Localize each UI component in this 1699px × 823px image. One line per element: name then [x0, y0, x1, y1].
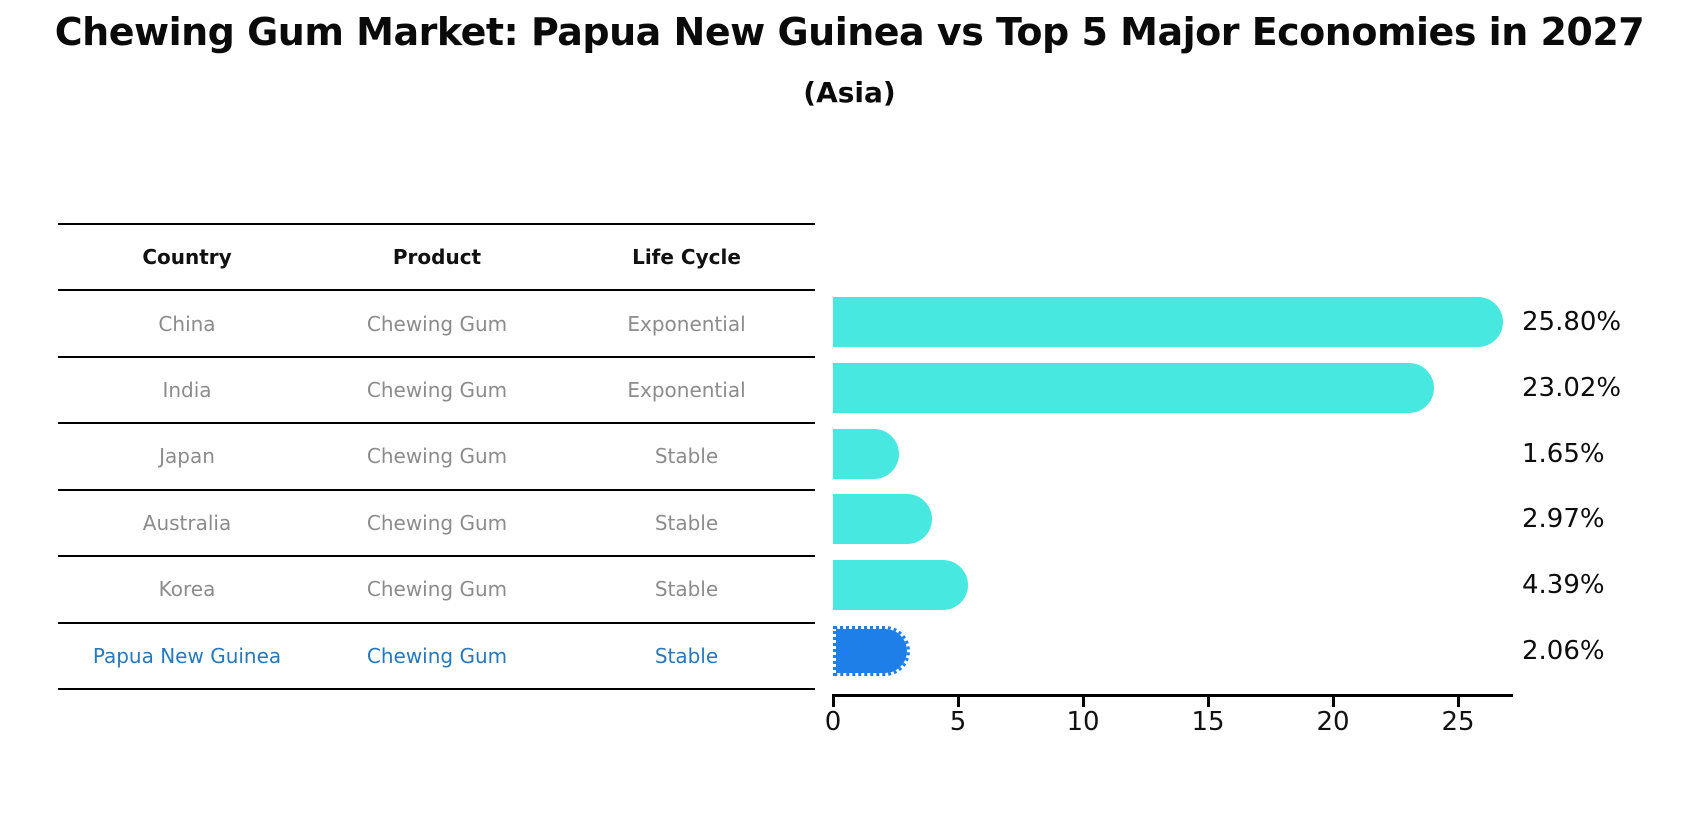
bar-korea	[833, 560, 968, 611]
value-label: 23.02%	[1522, 372, 1622, 403]
x-tick	[1206, 694, 1210, 707]
cell-life-cycle: Stable	[654, 510, 719, 535]
bar-india	[833, 362, 1434, 413]
page-title: Chewing Gum Market: Papua New Guinea vs …	[54, 10, 1645, 54]
x-tick-label: 20	[1316, 707, 1350, 737]
table-header-row: Country Product Life Cycle	[58, 225, 815, 292]
cell-country: Japan	[159, 444, 215, 469]
cell-country: India	[162, 378, 212, 403]
x-tick	[1331, 694, 1335, 707]
data-table: Country Product Life Cycle China Chewing…	[58, 223, 815, 690]
value-label: 4.39%	[1522, 570, 1605, 601]
cell-product: Chewing Gum	[366, 378, 508, 403]
cell-life-cycle: Stable	[654, 444, 719, 469]
cell-product: Chewing Gum	[366, 643, 508, 668]
cell-country: Korea	[158, 577, 216, 602]
cell-life-cycle: Exponential	[627, 378, 746, 403]
table-row: Japan Chewing Gum Stable	[58, 424, 815, 491]
bar-papua-new-guinea	[833, 626, 910, 676]
table-row: China Chewing Gum Exponential	[58, 291, 815, 358]
x-tick-label: 5	[949, 707, 967, 737]
x-tick	[1456, 694, 1460, 707]
x-axis	[833, 694, 1513, 697]
value-label: 1.65%	[1522, 438, 1605, 469]
x-tick-label: 0	[824, 707, 842, 737]
table-row: Australia Chewing Gum Stable	[58, 491, 815, 558]
bar-china	[833, 297, 1503, 347]
table-row: Korea Chewing Gum Stable	[58, 557, 815, 624]
cell-life-cycle: Stable	[654, 577, 719, 602]
value-label: 25.80%	[1522, 307, 1622, 337]
cell-product: Chewing Gum	[366, 577, 508, 602]
x-tick	[956, 694, 960, 707]
value-label: 2.97%	[1522, 504, 1605, 535]
cell-product: Chewing Gum	[366, 510, 508, 535]
page-subtitle: (Asia)	[803, 76, 896, 109]
table-row-highlight: Papua New Guinea Chewing Gum Stable	[58, 624, 815, 690]
x-tick-label: 25	[1441, 707, 1475, 737]
x-tick	[831, 694, 835, 707]
header-country: Country	[142, 245, 232, 270]
x-tick-label: 10	[1066, 707, 1100, 737]
cell-product: Chewing Gum	[366, 444, 508, 469]
cell-life-cycle: Exponential	[627, 311, 746, 336]
table-row: India Chewing Gum Exponential	[58, 358, 815, 425]
header-product: Product	[392, 245, 482, 270]
cell-life-cycle: Stable	[654, 643, 719, 668]
cell-country: Australia	[142, 510, 232, 535]
x-tick-label: 15	[1191, 707, 1225, 737]
cell-product: Chewing Gum	[366, 311, 508, 336]
cell-country: Papua New Guinea	[92, 643, 282, 668]
cell-country: China	[158, 311, 216, 336]
bar-australia	[833, 494, 933, 545]
bar-japan	[833, 428, 900, 479]
header-life-cycle: Life Cycle	[632, 245, 741, 270]
value-label: 2.06%	[1522, 636, 1605, 666]
x-tick	[1081, 694, 1085, 707]
